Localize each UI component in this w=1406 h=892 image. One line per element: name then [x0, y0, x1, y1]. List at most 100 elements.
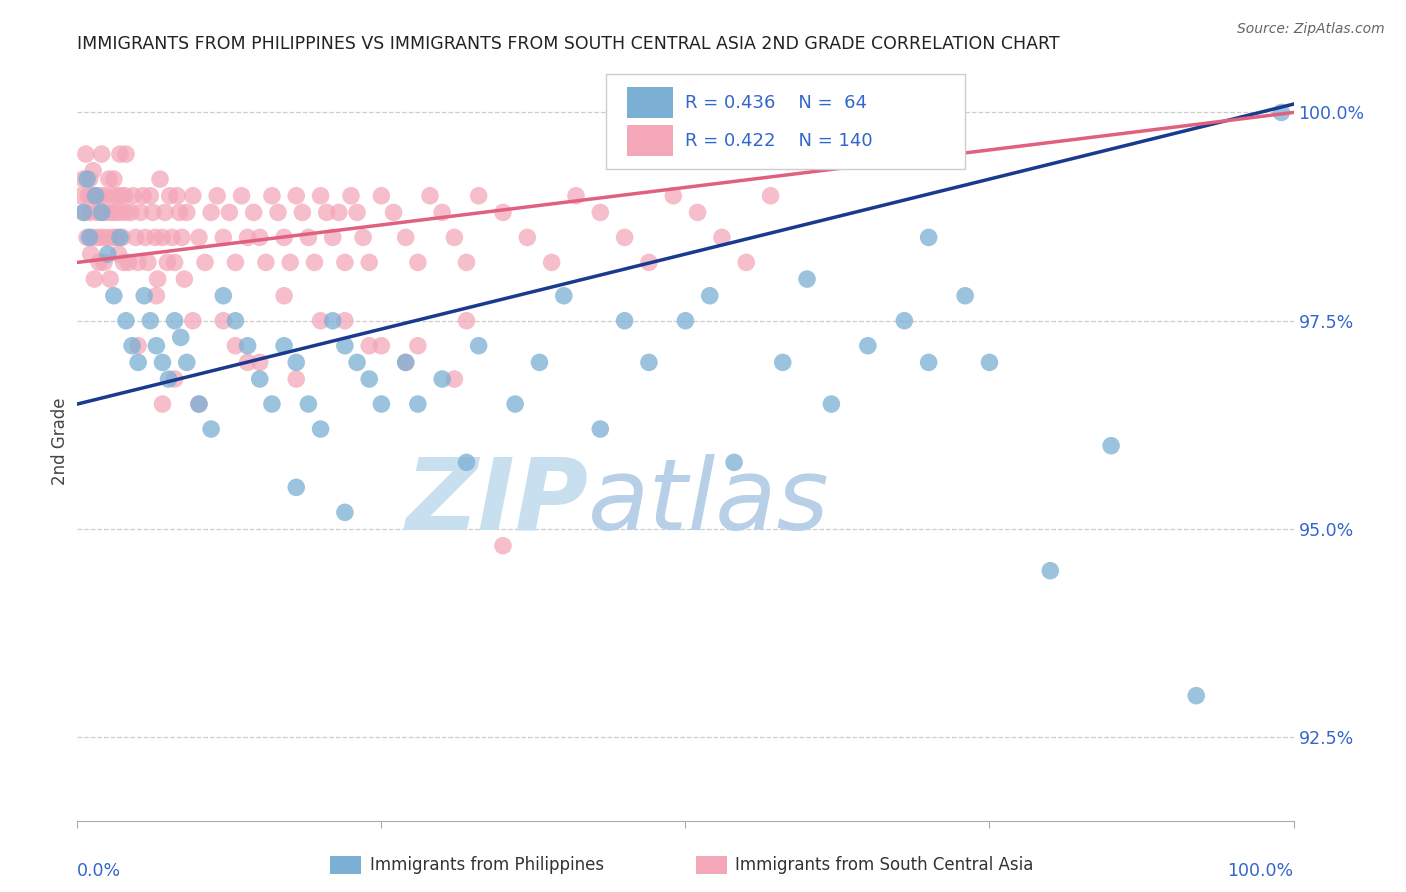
- Point: [589, 422, 612, 436]
- Point: [134, 289, 156, 303]
- Point: [340, 188, 363, 202]
- Point: [710, 230, 733, 244]
- Point: [72, 172, 94, 186]
- Point: [79, 230, 101, 244]
- Text: ZIP: ZIP: [405, 454, 588, 550]
- Point: [1270, 105, 1292, 120]
- Point: [76, 230, 98, 244]
- Point: [110, 188, 132, 202]
- Point: [735, 255, 758, 269]
- Text: IMMIGRANTS FROM PHILIPPINES VS IMMIGRANTS FROM SOUTH CENTRAL ASIA 2ND GRADE CORR: IMMIGRANTS FROM PHILIPPINES VS IMMIGRANT…: [77, 35, 1060, 53]
- Point: [114, 188, 136, 202]
- Point: [254, 255, 277, 269]
- Point: [352, 230, 374, 244]
- Point: [370, 188, 392, 202]
- Point: [796, 272, 818, 286]
- Point: [115, 147, 138, 161]
- Point: [76, 172, 98, 186]
- Point: [613, 314, 636, 328]
- Point: [166, 188, 188, 202]
- Point: [231, 188, 253, 202]
- Point: [662, 188, 685, 202]
- Point: [953, 289, 976, 303]
- Point: [93, 255, 115, 269]
- Point: [540, 255, 562, 269]
- Point: [170, 230, 193, 244]
- Point: [772, 355, 794, 369]
- Point: [359, 255, 381, 269]
- Text: atlas: atlas: [588, 454, 830, 550]
- Point: [309, 188, 332, 202]
- Point: [285, 480, 308, 494]
- Point: [893, 314, 915, 328]
- Point: [260, 188, 283, 202]
- Point: [456, 455, 478, 469]
- Text: Immigrants from South Central Asia: Immigrants from South Central Asia: [735, 856, 1033, 874]
- Point: [1039, 564, 1062, 578]
- Point: [333, 339, 356, 353]
- Point: [249, 355, 271, 369]
- Point: [443, 372, 465, 386]
- Point: [79, 172, 101, 186]
- Point: [242, 205, 264, 219]
- Point: [333, 505, 356, 519]
- Point: [188, 230, 211, 244]
- Point: [90, 147, 112, 161]
- Point: [94, 188, 117, 202]
- Point: [79, 205, 101, 219]
- Bar: [627, 126, 673, 156]
- Point: [467, 188, 489, 202]
- Point: [83, 272, 105, 286]
- Point: [108, 147, 131, 161]
- Point: [176, 355, 198, 369]
- Point: [100, 205, 122, 219]
- Point: [132, 188, 155, 202]
- Point: [134, 230, 156, 244]
- Point: [979, 355, 1001, 369]
- Point: [181, 188, 204, 202]
- Point: [90, 205, 112, 219]
- Point: [856, 339, 879, 353]
- Point: [104, 205, 127, 219]
- Point: [212, 314, 235, 328]
- Text: 0.0%: 0.0%: [77, 863, 121, 880]
- Point: [516, 230, 538, 244]
- Point: [87, 230, 110, 244]
- Point: [82, 163, 104, 178]
- Point: [224, 314, 246, 328]
- Point: [503, 397, 526, 411]
- Point: [103, 172, 125, 186]
- Point: [200, 205, 222, 219]
- Point: [103, 230, 125, 244]
- Point: [98, 272, 121, 286]
- Point: [492, 205, 515, 219]
- Point: [370, 397, 392, 411]
- Point: [1099, 439, 1122, 453]
- Point: [173, 272, 195, 286]
- Point: [145, 339, 167, 353]
- Point: [273, 289, 295, 303]
- Point: [467, 339, 489, 353]
- Point: [143, 230, 166, 244]
- Point: [107, 247, 129, 261]
- Point: [139, 314, 162, 328]
- FancyBboxPatch shape: [606, 74, 965, 169]
- Point: [291, 205, 314, 219]
- Text: 100.0%: 100.0%: [1227, 863, 1294, 880]
- Point: [97, 230, 120, 244]
- Point: [149, 172, 172, 186]
- Point: [346, 205, 368, 219]
- Point: [200, 422, 222, 436]
- Point: [163, 255, 186, 269]
- Point: [107, 188, 129, 202]
- Point: [395, 355, 418, 369]
- Point: [103, 289, 125, 303]
- Point: [328, 205, 350, 219]
- Point: [121, 339, 143, 353]
- Point: [152, 355, 174, 369]
- Point: [249, 230, 271, 244]
- Point: [553, 289, 575, 303]
- Point: [108, 230, 131, 244]
- Point: [260, 397, 283, 411]
- Point: [675, 314, 697, 328]
